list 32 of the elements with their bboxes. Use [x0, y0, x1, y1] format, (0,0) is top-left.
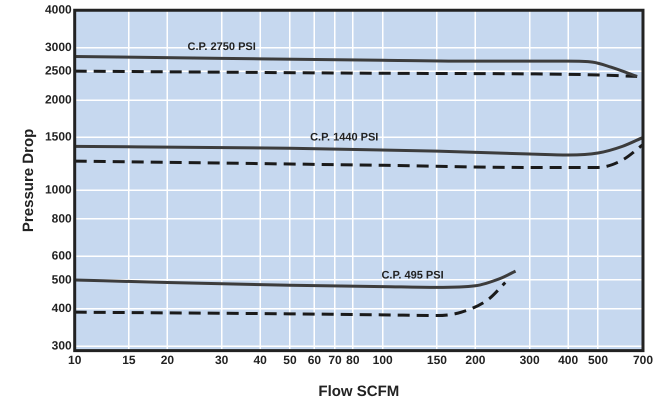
y-tick-label: 400: [52, 301, 72, 316]
x-tick-label: 100: [372, 353, 394, 368]
y-tick-label: 3000: [44, 40, 72, 54]
y-tick-label: 500: [52, 272, 72, 286]
y-tick-label: 4000: [44, 2, 72, 17]
annotation: C.P. 1440 PSI: [310, 132, 378, 144]
y-axis-title: Pressure Drop: [20, 128, 38, 232]
y-tick-label: 2000: [44, 92, 72, 106]
x-tick-label: 300: [520, 353, 540, 368]
x-tick-label: 20: [160, 353, 174, 368]
x-axis-title: Flow SCFM: [318, 383, 400, 400]
x-tick-label: 500: [588, 353, 608, 368]
y-tick-label: 300: [52, 338, 72, 353]
x-tick-label: 200: [465, 353, 486, 368]
y-tick-label: 1000: [44, 182, 72, 196]
x-tick-label: 150: [426, 353, 448, 368]
annotation: C.P. 495 PSI: [381, 269, 444, 282]
y-tick-label: 800: [52, 211, 72, 226]
x-tick-label: 700: [632, 353, 654, 368]
annotation: C.P. 2750 PSI: [188, 40, 256, 53]
x-tick-label: 10: [68, 353, 82, 368]
x-tick-label: 60: [308, 353, 322, 368]
x-tick-label: 15: [122, 353, 136, 368]
x-tick-label: 400: [558, 353, 578, 368]
x-tick-label: 70: [328, 353, 342, 368]
x-tick-label: 80: [346, 353, 360, 368]
x-tick-label: 40: [253, 353, 268, 368]
y-tick-label: 600: [52, 248, 72, 263]
x-tick-label: 50: [283, 353, 297, 368]
y-tick-label: 1500: [44, 130, 72, 144]
y-tick-label: 2500: [44, 63, 72, 78]
x-tick-label: 30: [214, 353, 229, 368]
